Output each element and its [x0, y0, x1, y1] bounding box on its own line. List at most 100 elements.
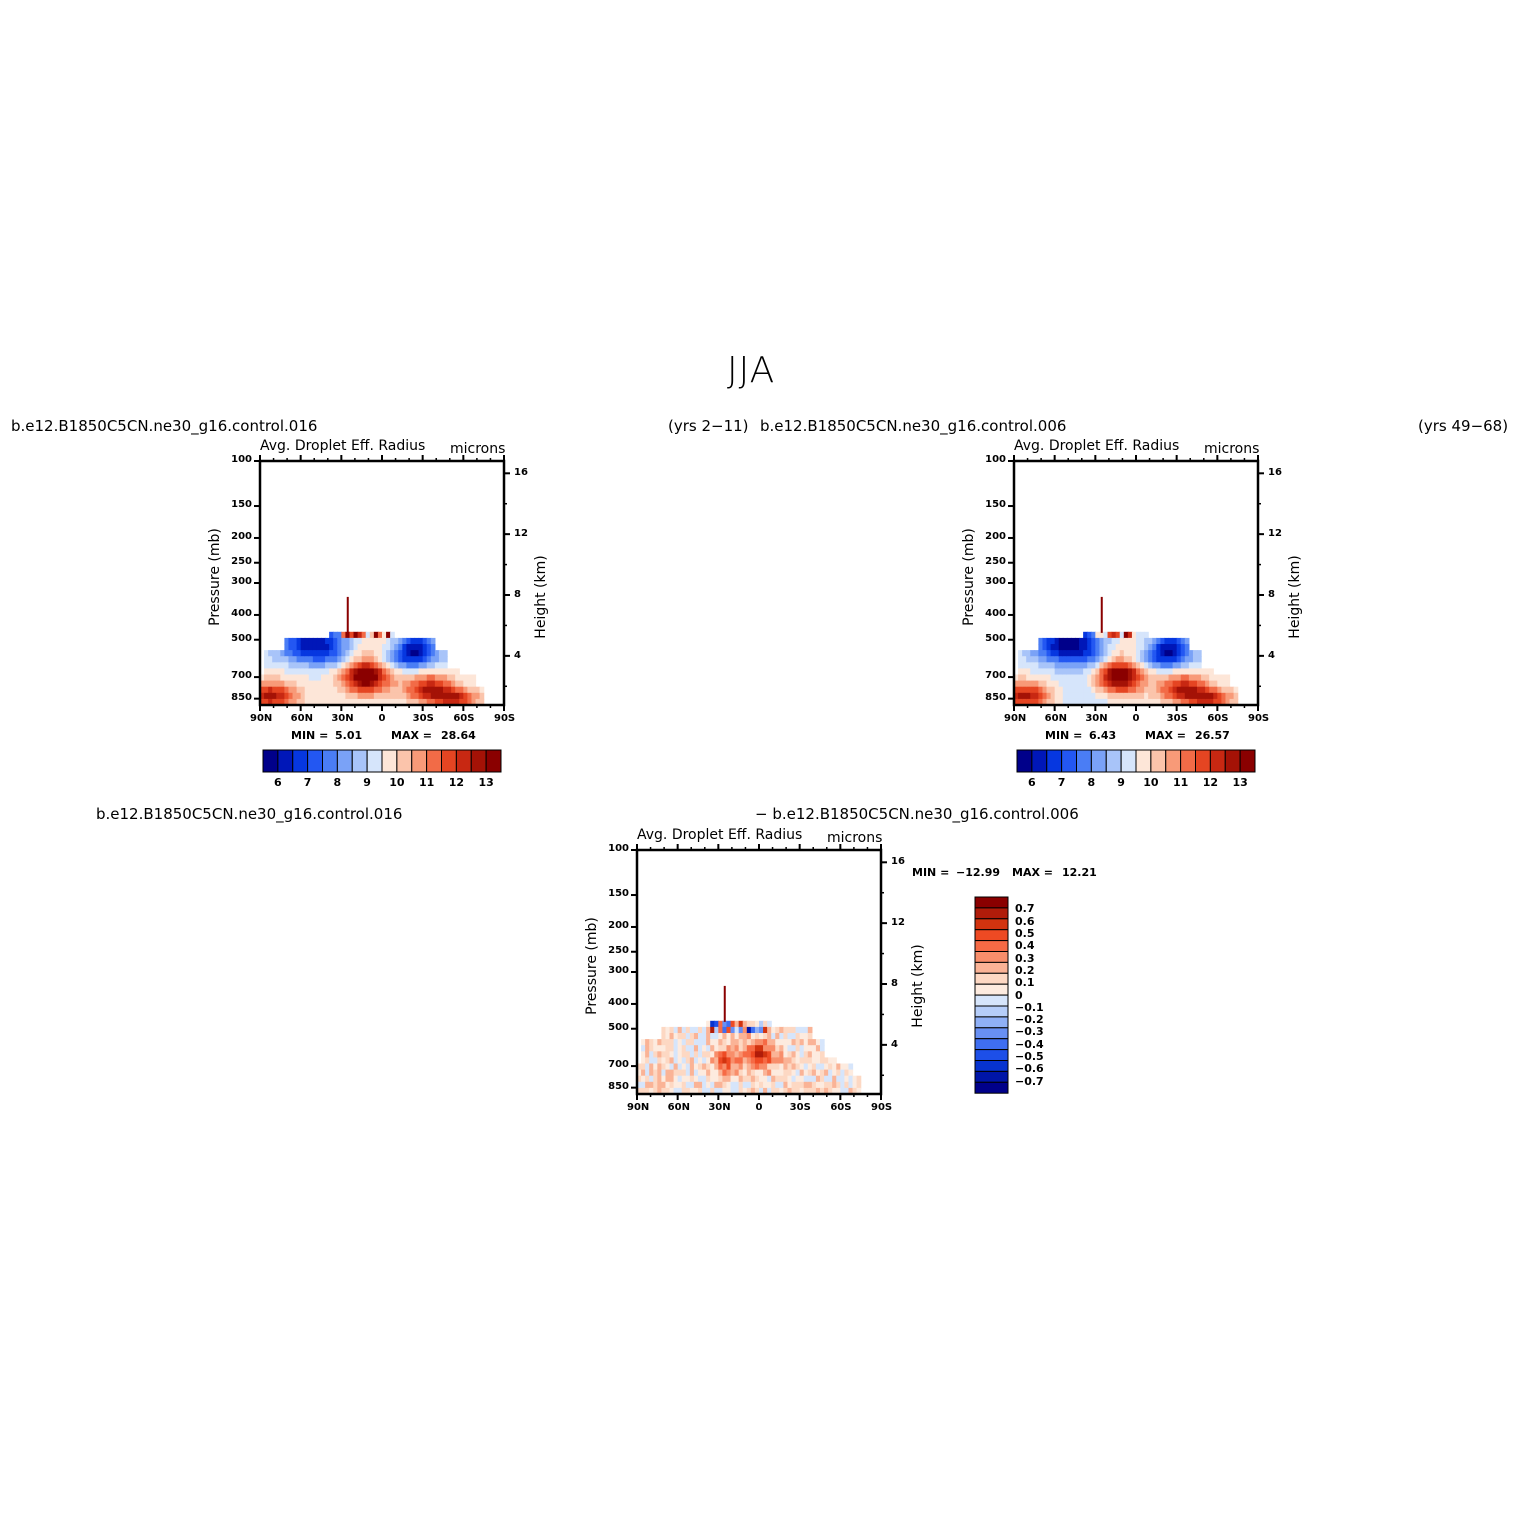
- spike-mark: [346, 596, 349, 633]
- y-tick-label: 300: [985, 576, 1006, 587]
- min-value: 5.01: [335, 729, 363, 742]
- y-right-tick-label: 4: [1268, 649, 1275, 661]
- colorbar-label: 7: [1057, 776, 1066, 789]
- panel-title: Avg. Droplet Eff. Radius: [1014, 438, 1180, 454]
- y-tick-label: 850: [608, 1080, 629, 1092]
- y-right-tick-label: 8: [514, 589, 521, 600]
- x-tick-label: 30N: [331, 713, 354, 724]
- y-right-tick-label: 16: [891, 856, 905, 868]
- max-label: MAX =: [1145, 729, 1186, 742]
- colorbar-label: 9: [1117, 776, 1125, 789]
- y-tick-label: 850: [231, 691, 252, 703]
- y-tick-label: 400: [608, 996, 629, 1008]
- colorbar-swatch: [974, 1027, 1009, 1040]
- colorbar-label: 7: [303, 776, 312, 789]
- colorbar-swatch: [974, 983, 1009, 996]
- y-right-tick-label: 12: [514, 528, 528, 540]
- y-tick-label: 100: [985, 454, 1006, 465]
- colorbar-label: −0.5: [1015, 1050, 1044, 1064]
- colorbar-label: −0.7: [1015, 1074, 1044, 1088]
- colorbar-swatch: [974, 1016, 1009, 1029]
- colorbar-swatch: [974, 1081, 1009, 1094]
- min-value: −12.99: [956, 866, 1001, 879]
- colorbar-label: 0.6: [1015, 914, 1035, 928]
- heatmap-field: [1014, 631, 1239, 706]
- y-right-tick-label: 16: [514, 467, 528, 479]
- panel-title: Avg. Droplet Eff. Radius: [260, 438, 426, 454]
- x-tick-label: 30S: [1166, 713, 1188, 724]
- x-tick-label: 90S: [1248, 713, 1270, 724]
- y-tick-label: 500: [985, 632, 1006, 644]
- y-right-tick-label: 12: [891, 917, 905, 929]
- min-value: 6.43: [1089, 729, 1117, 742]
- panel-title: Avg. Droplet Eff. Radius: [637, 827, 803, 843]
- colorbar-label: 13: [1232, 776, 1248, 789]
- colorbar-swatch: [974, 929, 1009, 942]
- x-tick-label: 90N: [627, 1102, 650, 1113]
- y-tick-label: 100: [608, 843, 629, 854]
- y-tick-label: 300: [608, 965, 629, 976]
- min-label: MIN =: [291, 729, 329, 742]
- x-tick-label: 30S: [789, 1102, 811, 1113]
- y-tick-label: 700: [985, 670, 1006, 682]
- x-tick-label: 60S: [1207, 713, 1229, 724]
- colorbar-label: 8: [333, 776, 342, 789]
- y-tick-label: 250: [231, 555, 252, 567]
- y-tick-label: 250: [985, 555, 1006, 567]
- colorbar-label: 11: [1172, 776, 1189, 789]
- panel-units: microns: [1204, 441, 1260, 457]
- y-tick-label: 500: [231, 632, 252, 644]
- colorbar-label: −0.2: [1015, 1013, 1044, 1027]
- y-tick-label: 150: [985, 499, 1006, 511]
- x-tick-label: 30N: [708, 1102, 731, 1113]
- y-tick-label: 150: [608, 888, 629, 900]
- case1-years: (yrs 2−11): [668, 417, 749, 435]
- colorbar-swatch: [974, 1049, 1009, 1061]
- colorbar-label: 0: [1015, 988, 1023, 1002]
- y-right-tick-label: 8: [1268, 589, 1275, 600]
- case1-label: b.e12.B1850C5CN.ne30_g16.control.016: [11, 417, 318, 435]
- y-tick-label: 250: [608, 944, 629, 956]
- x-tick-label: 0: [1132, 713, 1140, 724]
- x-tick-label: 60N: [667, 1102, 690, 1113]
- min-label: MIN =: [912, 866, 950, 879]
- colorbar-swatch: [1239, 749, 1256, 773]
- x-tick-label: 30N: [1085, 713, 1108, 724]
- colorbar-label: 0.5: [1015, 926, 1035, 940]
- y-tick-label: 400: [985, 607, 1006, 619]
- case2-label: b.e12.B1850C5CN.ne30_g16.control.006: [760, 417, 1067, 435]
- colorbar-label: −0.1: [1015, 1000, 1044, 1014]
- colorbar-swatch: [974, 994, 1009, 1007]
- colorbar-label: 9: [363, 776, 371, 789]
- colorbar-label: 12: [1202, 776, 1219, 789]
- panel-units: microns: [827, 830, 883, 846]
- x-tick-label: 0: [755, 1102, 763, 1113]
- max-value: 26.57: [1195, 729, 1230, 742]
- colorbar-swatch: [974, 907, 1009, 920]
- x-tick-label: 30S: [412, 713, 434, 724]
- y-tick-label: 850: [985, 691, 1006, 703]
- x-tick-label: 60N: [1044, 713, 1067, 724]
- x-tick-label: 60S: [453, 713, 475, 724]
- colorbar-swatch: [974, 961, 1009, 974]
- case2-years: (yrs 49−68): [1418, 417, 1509, 435]
- spike-mark: [1100, 596, 1103, 633]
- y-right-axis-label: Height (km): [910, 944, 926, 1028]
- colorbar-swatch: [974, 1070, 1009, 1083]
- colorbar-swatch: [974, 940, 1009, 952]
- y-right-tick-label: 4: [891, 1038, 898, 1050]
- x-tick-label: 0: [378, 713, 386, 724]
- max-label: MAX =: [1012, 866, 1053, 879]
- y-right-tick-label: 4: [514, 649, 521, 661]
- y-tick-label: 400: [231, 607, 252, 619]
- y-tick-label: 700: [231, 670, 252, 682]
- colorbar-swatch: [974, 918, 1009, 931]
- max-value: 12.21: [1062, 866, 1097, 879]
- y-right-tick-label: 16: [1268, 467, 1282, 479]
- y-tick-label: 100: [231, 454, 252, 465]
- colorbar-swatch: [974, 896, 1009, 909]
- y-right-tick-label: 12: [1268, 528, 1282, 540]
- y-tick-label: 200: [608, 919, 629, 931]
- colorbar-label: 0.2: [1015, 963, 1035, 977]
